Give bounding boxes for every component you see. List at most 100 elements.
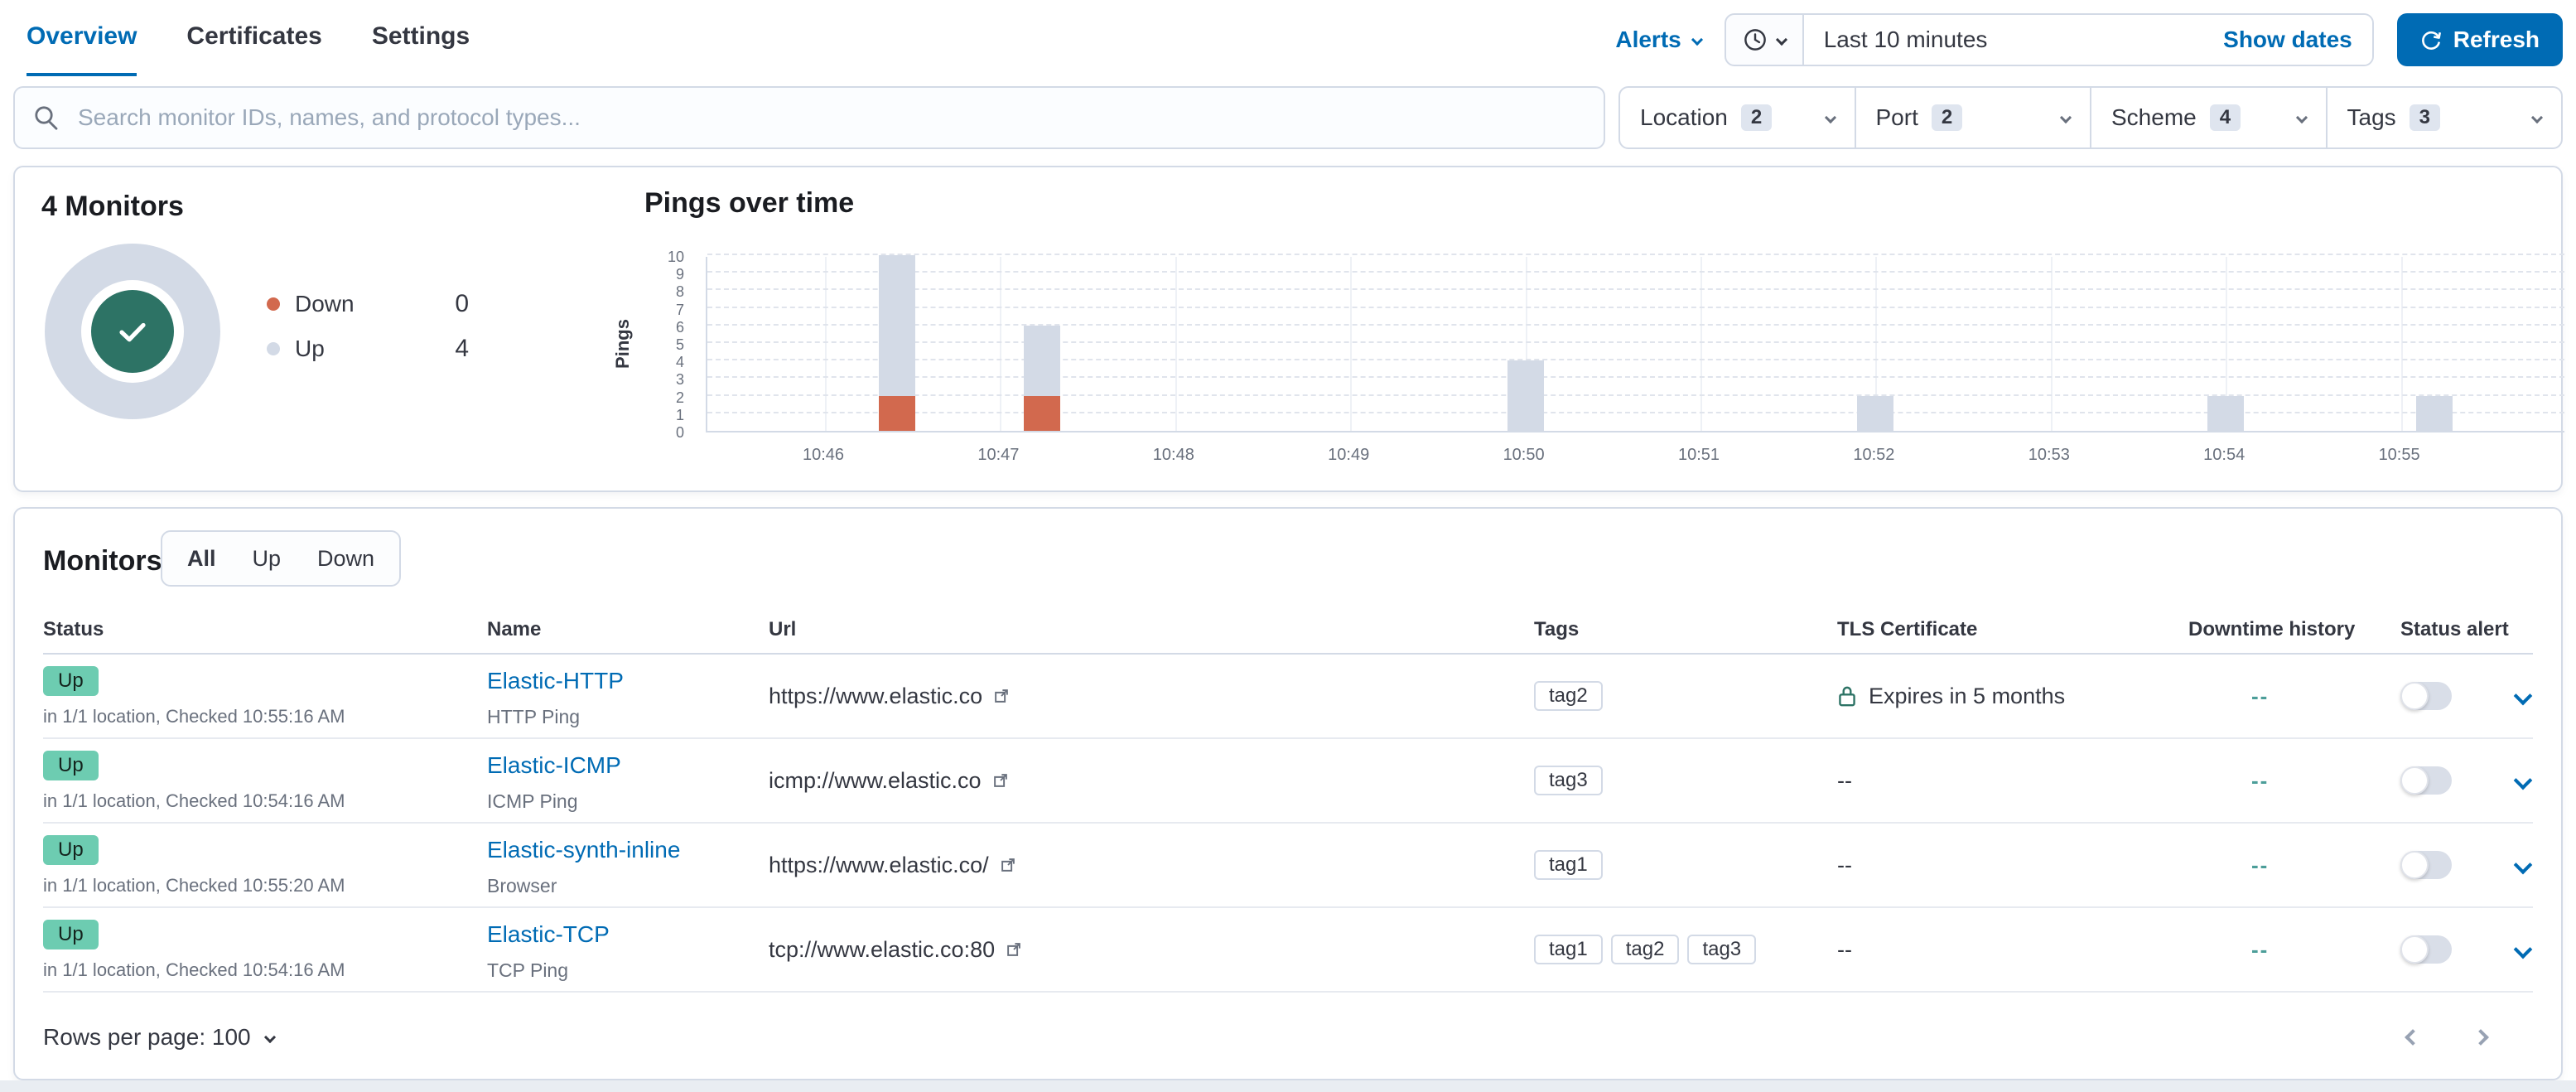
monitor-name-link[interactable]: Elastic-synth-inline <box>487 837 681 862</box>
status-badge: Up <box>43 920 99 949</box>
status-alert-toggle[interactable] <box>2400 935 2452 964</box>
rows-per-page-button[interactable]: Rows per page: 100 <box>43 1024 276 1051</box>
chart-vgrid <box>2400 257 2403 431</box>
table-row: Up in 1/1 location, Checked 10:54:16 AM … <box>43 739 2533 824</box>
filter-count-badge: 2 <box>1931 104 1963 131</box>
downtime-history-value: -- <box>2251 683 2270 708</box>
chevron-down-icon <box>1775 33 1787 46</box>
y-tick-label: 7 <box>675 301 684 318</box>
chart-vgrid <box>2226 257 2228 431</box>
tag-badge[interactable]: tag2 <box>1610 935 1680 964</box>
chart-bar-up <box>1507 360 1544 431</box>
next-page-button[interactable] <box>2472 1029 2489 1046</box>
quick-select-button[interactable] <box>1726 15 1804 65</box>
filter-dropdown-tags[interactable]: Tags 3 <box>2325 88 2562 147</box>
monitor-name-link[interactable]: Elastic-TCP <box>487 921 610 947</box>
status-badge: Up <box>43 666 99 696</box>
status-alert-toggle[interactable] <box>2400 682 2452 710</box>
url-text: https://www.elastic.co/ <box>769 852 989 877</box>
tag-badge[interactable]: tag1 <box>1534 935 1603 964</box>
status-alert-toggle[interactable] <box>2400 766 2452 795</box>
monitor-url-link[interactable]: icmp://www.elastic.co <box>769 768 1010 794</box>
external-link-icon <box>1001 858 1015 872</box>
chevron-down-icon <box>2295 111 2308 124</box>
chart-hgrid <box>707 411 2564 413</box>
date-picker: Last 10 minutes Show dates <box>1724 13 2374 66</box>
expand-row-chevron-icon[interactable] <box>2513 855 2533 875</box>
filter-dropdown-location[interactable]: Location 2 <box>1620 88 1855 147</box>
monitor-url-link[interactable]: https://www.elastic.co <box>769 684 1011 709</box>
y-tick-label: 4 <box>675 354 684 371</box>
table-footer: Rows per page: 100 <box>43 994 2533 1080</box>
x-tick-label: 10:54 <box>2203 446 2246 464</box>
chart-hgrid <box>707 323 2564 326</box>
chart-vgrid <box>1175 257 1177 431</box>
time-range-value[interactable]: Last 10 minutes <box>1803 15 2204 65</box>
monitor-name-link[interactable]: Elastic-HTTP <box>487 668 624 693</box>
chevron-down-icon <box>1824 111 1836 124</box>
legend-row: Up 4 <box>267 335 469 363</box>
monitor-url-link[interactable]: tcp://www.elastic.co:80 <box>769 937 1023 963</box>
tls-cell: -- <box>1837 908 2188 991</box>
tag-badge[interactable]: tag2 <box>1534 681 1603 711</box>
status-badge: Up <box>43 835 99 865</box>
chart-bar-up <box>1024 325 1061 396</box>
legend-dot-icon <box>267 342 280 355</box>
filter-count-badge: 2 <box>1740 104 1773 131</box>
tab-overview[interactable]: Overview <box>27 0 137 76</box>
tab-settings[interactable]: Settings <box>371 22 470 50</box>
tag-badge[interactable]: tag3 <box>1687 935 1757 964</box>
monitors-title: Monitors <box>43 545 162 577</box>
search-input[interactable] <box>13 86 1605 149</box>
overview-panel: 4 Monitors Down 0 Up 4 Pings over time P… <box>13 166 2564 492</box>
previous-page-button[interactable] <box>2405 1029 2421 1046</box>
lock-icon <box>1839 686 1855 707</box>
tag-badge[interactable]: tag3 <box>1534 766 1603 795</box>
tags-cell: tag2 <box>1534 655 1837 737</box>
chevron-down-icon <box>1691 33 1703 46</box>
rows-per-page-label: Rows per page: <box>43 1024 206 1050</box>
filter-dropdown-port[interactable]: Port 2 <box>1854 88 2091 147</box>
status-filter-up[interactable]: Up <box>252 545 282 571</box>
chevron-down-icon <box>2530 111 2544 124</box>
monitor-name-link[interactable]: Elastic-ICMP <box>487 752 621 778</box>
status-filter-button-group: All Up Down <box>161 530 402 587</box>
y-tick-label: 8 <box>675 283 684 301</box>
tab-certificates[interactable]: Certificates <box>186 22 322 50</box>
filter-label: Scheme <box>2111 104 2197 130</box>
status-filter-all[interactable]: All <box>187 545 216 571</box>
chart-vgrid <box>2050 257 2053 431</box>
status-alert-toggle[interactable] <box>2400 851 2452 879</box>
chart-hgrid <box>707 341 2564 343</box>
tls-text: -- <box>1837 936 1852 962</box>
expand-row-chevron-icon[interactable] <box>2513 686 2533 706</box>
filter-dropdown-scheme[interactable]: Scheme 4 <box>2090 88 2326 147</box>
external-link-icon <box>993 774 1007 787</box>
show-dates-button[interactable]: Show dates <box>2203 15 2372 65</box>
external-link-icon <box>995 689 1008 703</box>
tls-text: Expires in 5 months <box>1869 683 2066 708</box>
clock-icon <box>1744 29 1766 51</box>
tag-badge[interactable]: tag1 <box>1534 850 1603 880</box>
filter-label: Location <box>1640 104 1728 130</box>
chart-title: Pings over time <box>644 187 855 219</box>
top-bar: Overview Certificates Settings Alerts Last… <box>13 0 2563 76</box>
chart-hgrid <box>707 254 2564 255</box>
expand-row-chevron-icon[interactable] <box>2513 771 2533 790</box>
expand-row-chevron-icon[interactable] <box>2513 940 2533 959</box>
monitor-type: HTTP Ping <box>487 706 581 727</box>
monitor-url-link[interactable]: https://www.elastic.co/ <box>769 853 1017 878</box>
column-header-tags: Tags <box>1534 618 1580 640</box>
alerts-menu-button[interactable]: Alerts <box>1615 27 1703 53</box>
column-header-status: Status <box>43 618 104 640</box>
chart-bar-up <box>2415 395 2453 431</box>
status-filter-down[interactable]: Down <box>317 545 375 571</box>
y-tick-label: 5 <box>675 336 684 353</box>
column-header-url: Url <box>769 618 797 640</box>
chart-hgrid <box>707 288 2564 291</box>
y-tick-label: 3 <box>675 371 684 389</box>
refresh-button[interactable]: Refresh <box>2396 13 2563 66</box>
legend-value: 0 <box>455 290 469 317</box>
tags-cell: tag1 tag2 tag3 <box>1534 908 1837 991</box>
